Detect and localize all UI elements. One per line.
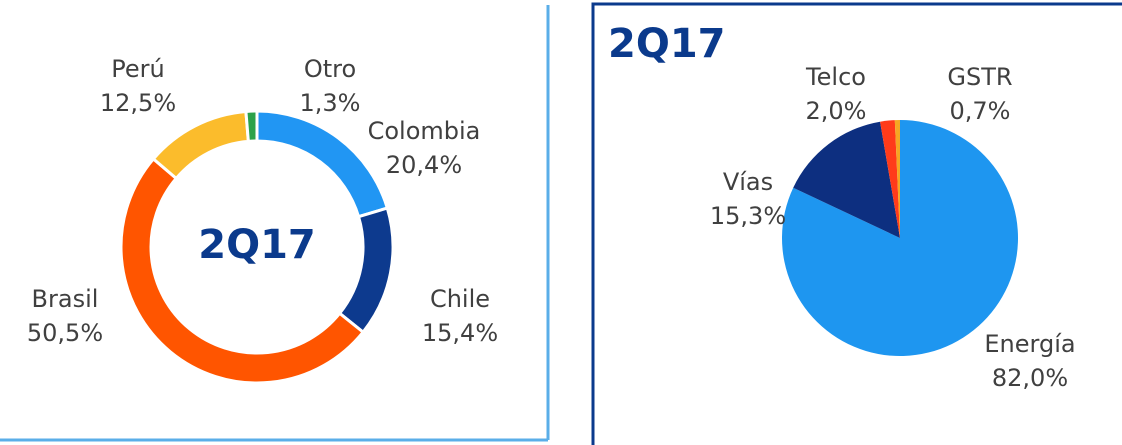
- panel-border: [591, 2, 1122, 445]
- slice-value-label: 50,5%: [27, 319, 103, 347]
- slice-value-label: 12,5%: [100, 89, 176, 117]
- donut-slice: [244, 109, 259, 143]
- slice-value-label: 2,0%: [806, 97, 867, 125]
- slice-name: Brasil: [32, 285, 99, 313]
- slice-name: GSTR: [947, 63, 1012, 91]
- slice-name: Energía: [984, 330, 1075, 358]
- pie-title: 2Q17: [608, 21, 726, 67]
- slice-value-label: 0,7%: [950, 97, 1011, 125]
- pie-slice: [793, 121, 900, 238]
- donut-center-title: 2Q17: [198, 222, 316, 268]
- slice-value-label: 15,4%: [422, 319, 498, 347]
- slice-name: Colombia: [368, 117, 481, 145]
- slice-value-label: 15,3%: [710, 202, 786, 230]
- slice-value-label: 1,3%: [300, 89, 361, 117]
- slice-name: Chile: [430, 285, 490, 313]
- slice-name: Vías: [723, 168, 773, 196]
- slice-name: Perú: [111, 55, 164, 83]
- slice-name: Otro: [304, 55, 356, 83]
- donut-slice: [151, 109, 250, 181]
- donut-slice: [119, 156, 366, 385]
- pie-slice: [894, 120, 900, 238]
- pie-slice: [880, 120, 900, 238]
- slice-value-label: 20,4%: [386, 151, 462, 179]
- donut-slice: [337, 206, 395, 335]
- slice-name: Telco: [805, 63, 866, 91]
- slice-value-label: 82,0%: [992, 364, 1068, 392]
